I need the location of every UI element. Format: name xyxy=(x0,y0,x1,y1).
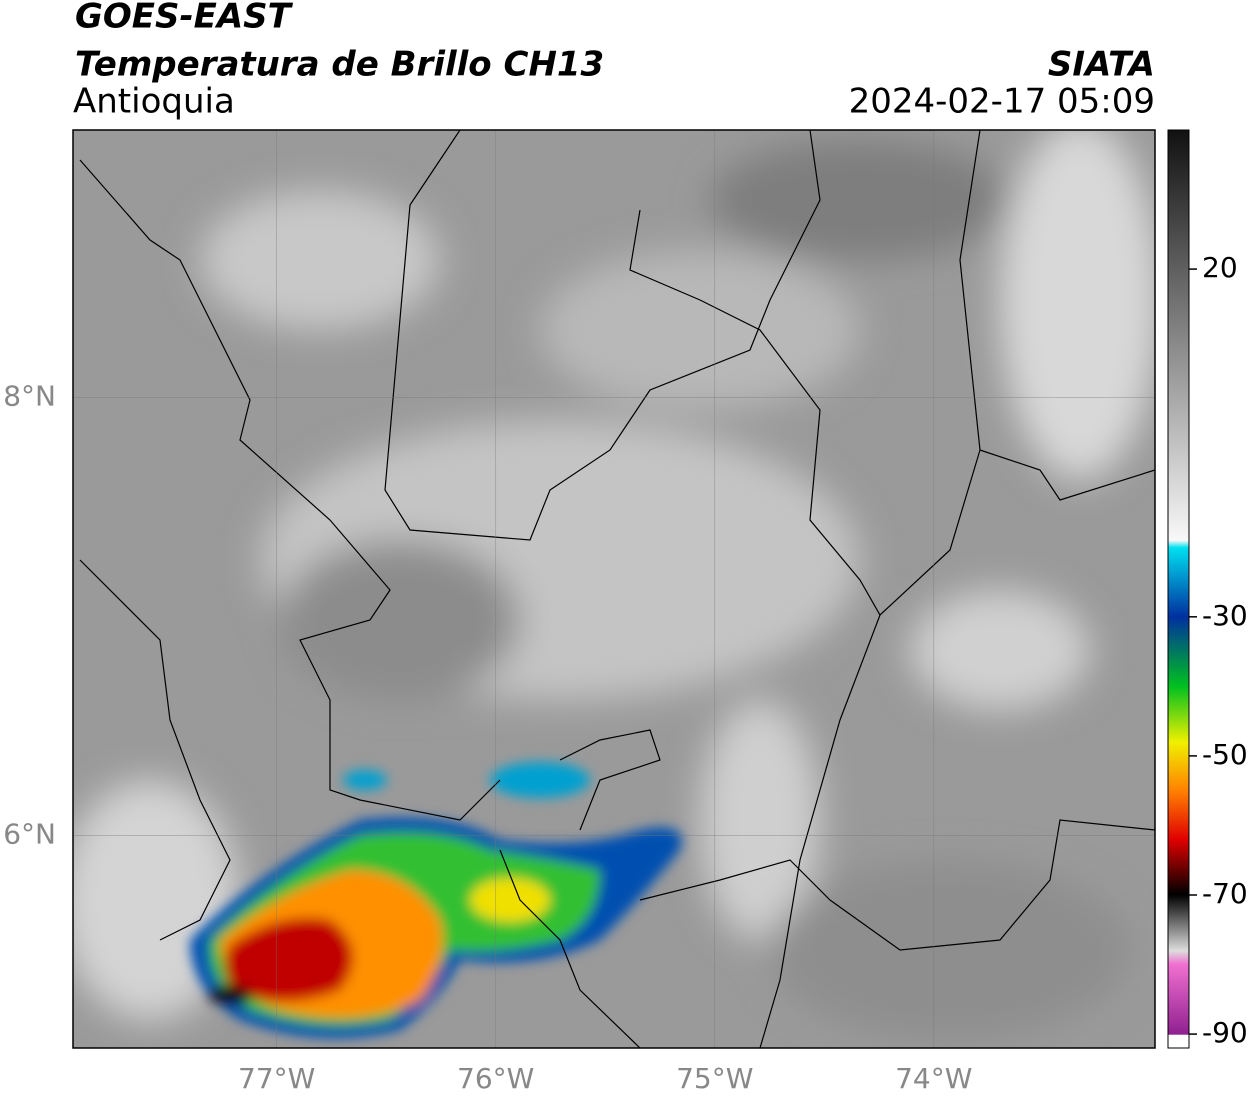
region: Antioquia xyxy=(73,82,235,122)
colorbar-ticks: 20 -30 -50 -70 -90 xyxy=(1189,251,1248,1049)
source: SIATA xyxy=(1048,45,1155,85)
x-tick-label: 75°W xyxy=(676,1062,753,1095)
colorbar-tick-label: -50 xyxy=(1202,738,1248,771)
colorbar-tick-label: -30 xyxy=(1202,599,1248,632)
satellite-image xyxy=(73,130,1155,1048)
subtitle: Temperatura de Brillo CH13 xyxy=(75,45,604,85)
datetime: 2024-02-17 05:09 xyxy=(849,82,1155,122)
colorbar-tick-label: -70 xyxy=(1202,877,1248,910)
colorbar-tick-label: -90 xyxy=(1202,1016,1248,1049)
map-frame xyxy=(72,129,1156,1049)
x-tick-label: 76°W xyxy=(457,1062,534,1095)
colorbar xyxy=(1167,129,1190,1049)
y-tick-label: 8°N xyxy=(3,379,56,412)
x-tick-label: 74°W xyxy=(895,1062,972,1095)
colorbar-tick-label: 20 xyxy=(1202,251,1238,284)
x-tick-label: 77°W xyxy=(238,1062,315,1095)
y-tick-label: 6°N xyxy=(3,817,56,850)
title: GOES-EAST xyxy=(75,0,294,37)
graticule xyxy=(73,130,1155,1048)
